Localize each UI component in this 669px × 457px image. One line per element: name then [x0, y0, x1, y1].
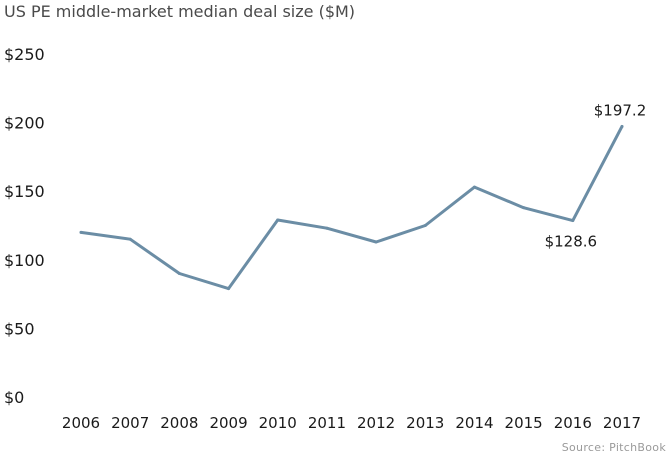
- data-point: [325, 226, 329, 230]
- data-point: [276, 218, 280, 222]
- x-tick-label: 2006: [62, 414, 100, 432]
- source-note: Source: PitchBook: [562, 441, 667, 454]
- x-tick-label: 2016: [554, 414, 592, 432]
- y-tick-label: $100: [4, 251, 45, 270]
- y-tick-label: $250: [4, 45, 45, 64]
- y-tick-label: $50: [4, 319, 35, 338]
- data-point: [472, 185, 476, 189]
- data-point: [620, 124, 624, 128]
- data-point: [128, 237, 132, 241]
- data-label: $197.2: [594, 101, 647, 119]
- x-tick-label: 2009: [209, 414, 247, 432]
- data-point: [79, 230, 83, 234]
- y-tick-label: $150: [4, 182, 45, 201]
- x-tick-label: 2017: [603, 414, 641, 432]
- data-labels: $128.6 $197.2: [545, 101, 647, 250]
- data-label: $128.6: [545, 233, 598, 251]
- data-point: [522, 206, 526, 210]
- x-tick-label: 2010: [259, 414, 297, 432]
- x-tick-label: 2007: [111, 414, 149, 432]
- y-tick-label: $0: [4, 388, 24, 407]
- x-tick-label: 2012: [357, 414, 395, 432]
- x-tick-label: 2013: [406, 414, 444, 432]
- series-line: [79, 124, 624, 291]
- x-tick-label: 2008: [160, 414, 198, 432]
- data-point: [177, 272, 181, 276]
- x-tick-label: 2014: [455, 414, 493, 432]
- data-point: [423, 224, 427, 227]
- x-axis: 2006 2007 2008 2009 2010 2011 2012 2013 2014 2015…: [62, 414, 641, 432]
- x-tick-label: 2011: [308, 414, 346, 432]
- chart-title: US PE middle-market median deal size ($M…: [4, 2, 355, 21]
- x-tick-label: 2015: [505, 414, 543, 432]
- data-point: [227, 287, 231, 291]
- data-point: [374, 240, 378, 244]
- plot-area: [79, 124, 624, 291]
- data-point: [571, 219, 575, 223]
- y-tick-label: $200: [4, 114, 45, 133]
- y-axis: $0 $50 $100 $150 $200 $250: [4, 45, 45, 407]
